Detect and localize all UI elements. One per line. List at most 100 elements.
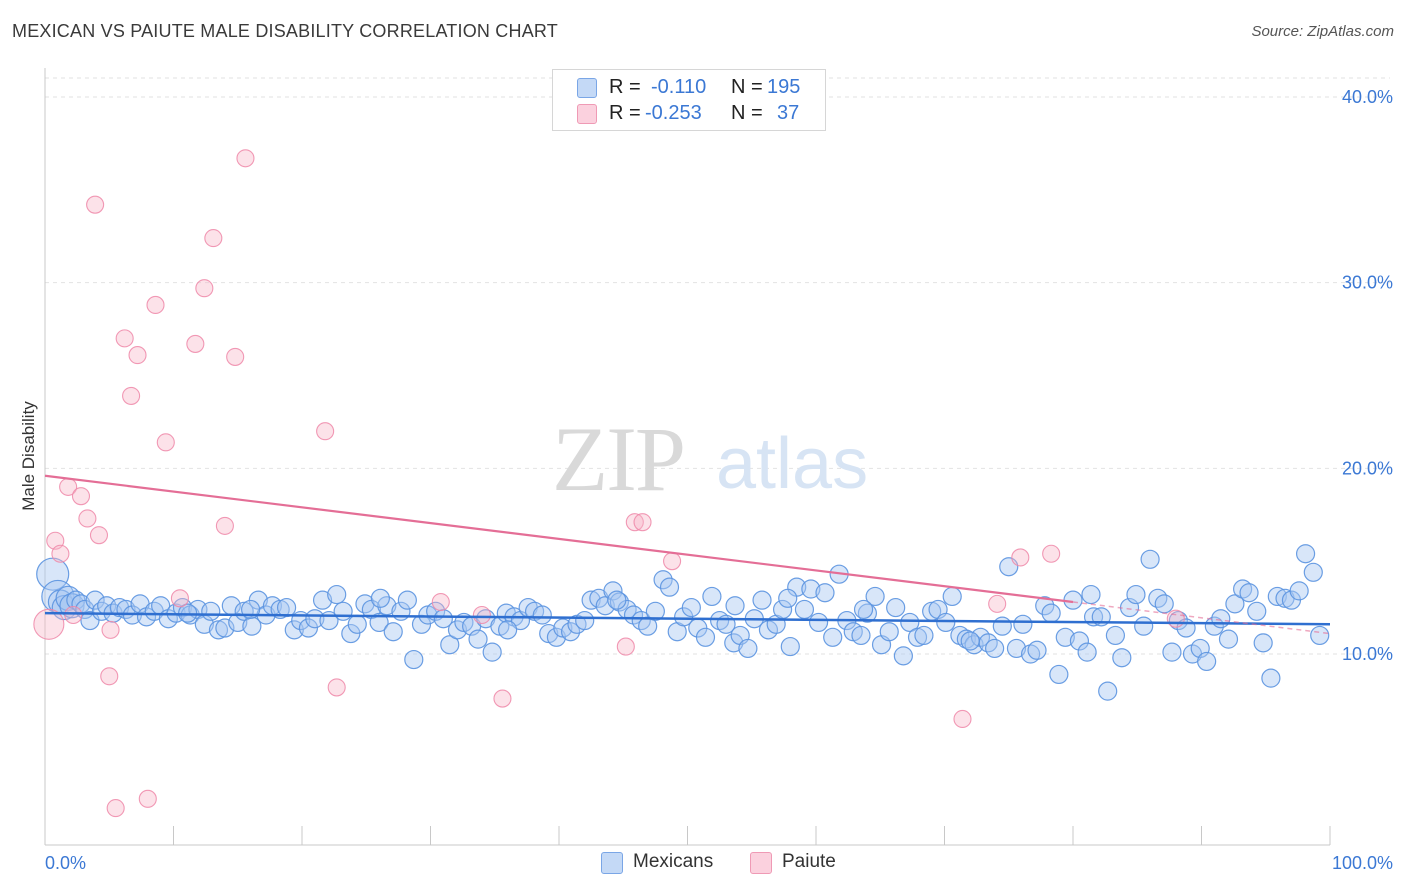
- legend-box: R = -0.110 N = 195 R = -0.253 N = 37: [552, 69, 826, 131]
- paiute-point: [138, 789, 157, 808]
- paiute-point: [51, 544, 70, 563]
- paiute-point: [86, 195, 105, 214]
- mexican-point: [55, 585, 81, 611]
- mexican-point: [575, 610, 595, 631]
- paiute-trend-line: [44, 474, 1074, 604]
- paiute-point: [327, 678, 346, 697]
- mexican-point: [369, 612, 389, 633]
- source-label: Source: ZipAtlas.com: [1251, 23, 1394, 40]
- legend-swatch-paiute: [577, 104, 597, 124]
- mexican-point: [851, 625, 871, 646]
- paiute-point: [616, 637, 635, 656]
- mexican-point: [1289, 581, 1309, 601]
- mexican-point: [1239, 583, 1259, 603]
- mexican-point: [1261, 668, 1281, 688]
- mexican-point: [468, 629, 488, 649]
- mexican-point: [333, 601, 353, 621]
- mexican-point: [914, 625, 934, 646]
- mexican-point: [653, 570, 673, 590]
- mexican-point: [370, 588, 390, 608]
- mexican-point: [201, 601, 221, 621]
- mexican-point: [377, 596, 397, 616]
- mexican-point: [1035, 596, 1055, 616]
- x-tick-label: 0.0%: [45, 853, 86, 873]
- mexican-point: [341, 623, 361, 644]
- paiute-point: [195, 279, 214, 298]
- mexican-point: [447, 620, 468, 640]
- mexican-point: [498, 620, 518, 640]
- legend-r-label: R =: [609, 102, 641, 124]
- paiute-point: [170, 589, 189, 608]
- mexican-point: [985, 638, 1005, 659]
- paiute-point: [156, 433, 175, 452]
- paiute-point: [106, 799, 125, 818]
- paiute-point: [1011, 548, 1030, 567]
- mexicans-trend-line: [44, 611, 1331, 626]
- mexican-point: [1225, 594, 1245, 614]
- mexican-point: [85, 590, 105, 610]
- mexican-point: [276, 597, 297, 618]
- axes: [44, 68, 1331, 846]
- mexican-point: [865, 586, 885, 607]
- chart-title: MEXICAN VS PAIUTE MALE DISABILITY CORREL…: [12, 21, 558, 41]
- paiute-point: [663, 552, 682, 571]
- mexican-point: [1055, 627, 1075, 647]
- mexican-point: [808, 612, 829, 633]
- mexican-point: [853, 599, 874, 620]
- mexican-point: [801, 579, 821, 599]
- paiute-point: [128, 346, 147, 365]
- mexican-point: [695, 627, 716, 647]
- mexican-point: [780, 636, 800, 657]
- paiute-point: [71, 487, 91, 506]
- legend-r-value: -0.110: [651, 76, 707, 98]
- watermark-atlas: atlas: [716, 424, 868, 504]
- mexican-point: [440, 635, 460, 655]
- paiute-point: [89, 526, 109, 545]
- mexican-point: [312, 590, 333, 610]
- y-tick-label: 40.0%: [1342, 87, 1393, 107]
- mexican-point: [482, 642, 502, 662]
- legend-swatch-mexicans: [577, 78, 597, 98]
- mexican-point: [1303, 562, 1323, 582]
- mexican-point: [907, 627, 928, 647]
- mexican-point: [1204, 616, 1224, 636]
- bottom-legend-paiute: Paiute: [750, 851, 850, 875]
- mexican-point: [992, 616, 1012, 636]
- legend-n-label: N =: [731, 102, 763, 124]
- paiute-point: [633, 513, 652, 532]
- x-tick-label: 100.0%: [1332, 853, 1393, 873]
- y-axis-label: Male Disability: [19, 401, 38, 511]
- legend-r-label: R =: [609, 76, 641, 98]
- mexican-point: [560, 622, 581, 642]
- legend-r-value: -0.253: [645, 102, 702, 124]
- mexican-point: [879, 622, 899, 642]
- tick-labels: 10.0% 20.0% 30.0% 40.0% 0.0% 100.0%: [45, 87, 1393, 873]
- y-tick-label: 20.0%: [1342, 458, 1393, 478]
- paiute-point: [431, 592, 450, 612]
- mexican-point: [794, 599, 815, 620]
- mexican-point: [1049, 664, 1069, 685]
- mexican-point: [1077, 642, 1097, 662]
- mexican-point: [1041, 603, 1061, 623]
- mexican-point: [725, 596, 745, 616]
- mexican-point: [1162, 642, 1182, 662]
- mexican-point: [228, 612, 248, 633]
- mexican-point: [347, 614, 367, 634]
- paiute-point: [64, 605, 83, 625]
- y-tick-label: 30.0%: [1342, 273, 1393, 293]
- mexican-point: [659, 577, 680, 597]
- legend-n-value: 195: [767, 76, 801, 98]
- mexican-point: [1197, 651, 1217, 672]
- paiute-point: [953, 709, 972, 729]
- bottom-legend-label-paiute: Paiute: [782, 851, 836, 872]
- paiute-point: [236, 149, 255, 168]
- mexican-point: [1027, 640, 1047, 660]
- mexican-point: [738, 638, 758, 659]
- mexican-point: [1098, 681, 1118, 701]
- paiute-trend-extension: [1072, 601, 1331, 635]
- mexican-point: [595, 596, 615, 616]
- y-tick-label: 10.0%: [1342, 644, 1393, 664]
- mexican-point: [857, 603, 878, 623]
- mexican-point: [1069, 631, 1090, 651]
